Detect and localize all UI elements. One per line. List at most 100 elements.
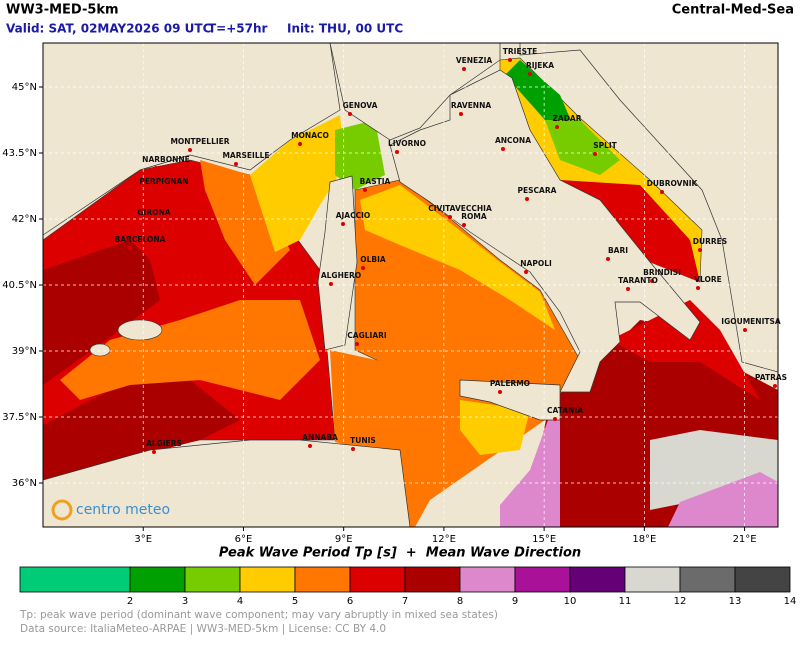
city-label: TRIESTE bbox=[503, 47, 537, 56]
colorbar-tick-label: 3 bbox=[182, 596, 188, 607]
city-dot bbox=[363, 188, 367, 192]
colorbar-segment bbox=[404, 566, 461, 593]
colorbar-tick-label: 9 bbox=[512, 596, 518, 607]
city-label: MARSEILLE bbox=[222, 151, 269, 160]
city-dot bbox=[154, 166, 158, 170]
city-dot bbox=[626, 287, 630, 291]
city-dot bbox=[459, 112, 463, 116]
y-tick-label: 39°N bbox=[12, 346, 37, 357]
x-tick-label: 18°E bbox=[632, 534, 656, 545]
city-dot bbox=[524, 270, 528, 274]
city-label: CATANIA bbox=[547, 406, 583, 415]
x-tick-label: 21°E bbox=[733, 534, 757, 545]
x-tick-label: 12°E bbox=[432, 534, 456, 545]
sea-region bbox=[43, 240, 160, 385]
x-tick-label: 6°E bbox=[235, 534, 253, 545]
colorbar-tick-label: 13 bbox=[729, 596, 742, 607]
sea-region bbox=[460, 400, 530, 455]
colorbar-segment bbox=[19, 566, 131, 593]
city-label: BARI bbox=[608, 246, 628, 255]
y-tick-label: 37.5°N bbox=[2, 412, 37, 423]
city-dot bbox=[553, 417, 557, 421]
city-label: DURRES bbox=[693, 237, 727, 246]
sea-region bbox=[650, 430, 778, 510]
y-tick-label: 43.5°N bbox=[2, 148, 37, 159]
sea-region bbox=[43, 380, 240, 480]
sea-region bbox=[60, 300, 320, 400]
city-label: PALERMO bbox=[490, 379, 530, 388]
colorbar-tick-label: 2 bbox=[127, 596, 133, 607]
city-dot bbox=[308, 444, 312, 448]
colorbar-segment bbox=[679, 566, 736, 593]
city-dot bbox=[128, 246, 132, 250]
colorbar-segment bbox=[514, 566, 571, 593]
city-dot bbox=[593, 152, 597, 156]
city-dot bbox=[773, 384, 777, 388]
colorbar-tick-label: 11 bbox=[619, 596, 632, 607]
colorbar-segment bbox=[734, 566, 791, 593]
y-tick-label: 45°N bbox=[12, 82, 37, 93]
land-mass bbox=[459, 379, 561, 421]
city-label: ANCONA bbox=[495, 136, 531, 145]
map-frame bbox=[42, 42, 779, 528]
colorbar-segment bbox=[239, 566, 296, 593]
city-dot bbox=[660, 190, 664, 194]
footer-note: Tp: peak wave period (dominant wave comp… bbox=[19, 609, 498, 621]
city-dot bbox=[501, 147, 505, 151]
colorbar-segment bbox=[569, 566, 626, 593]
city-dot bbox=[395, 150, 399, 154]
city-dot bbox=[448, 215, 452, 219]
city-dot bbox=[152, 188, 156, 192]
city-dot bbox=[329, 282, 333, 286]
logo-icon bbox=[51, 499, 73, 521]
city-label: VLORE bbox=[694, 275, 722, 284]
city-dot bbox=[152, 450, 156, 454]
city-dot bbox=[298, 142, 302, 146]
city-label: TUNIS bbox=[350, 436, 376, 445]
city-dot bbox=[462, 223, 466, 227]
colorbar-segment bbox=[624, 566, 681, 593]
footer-source: Data source: ItaliaMeteo-ARPAE | WW3-MED… bbox=[20, 623, 386, 635]
city-label: VENEZIA bbox=[456, 56, 493, 65]
city-label: ALGHERO bbox=[321, 271, 361, 280]
colorbar-segment bbox=[294, 566, 351, 593]
city-label: MONTPELLIER bbox=[170, 137, 229, 146]
city-label: RAVENNA bbox=[451, 101, 492, 110]
city-dot bbox=[528, 72, 532, 76]
city-label: RIJEKA bbox=[526, 61, 554, 70]
colorbar-tick-label: 12 bbox=[674, 596, 687, 607]
y-tick-label: 42°N bbox=[12, 214, 37, 225]
land-mass bbox=[43, 43, 341, 236]
sea-region bbox=[360, 185, 555, 330]
colorbar-tick-label: 7 bbox=[402, 596, 408, 607]
colorbar-tick-label: 5 bbox=[292, 596, 298, 607]
city-dot bbox=[743, 328, 747, 332]
city-dot bbox=[606, 257, 610, 261]
city-label: ROMA bbox=[461, 212, 487, 221]
city-label: NAPOLI bbox=[520, 259, 552, 268]
city-label: CAGLIARI bbox=[347, 331, 387, 340]
land-mass bbox=[389, 69, 701, 393]
city-dot bbox=[355, 342, 359, 346]
valid-time: Valid: SAT, 02MAY2026 09 UTC bbox=[6, 22, 212, 36]
y-tick-label: 40.5°N bbox=[2, 280, 37, 291]
region-title: Central-Med-Sea bbox=[672, 3, 794, 18]
colorbar-tick-label: 10 bbox=[564, 596, 577, 607]
sea-region bbox=[668, 472, 778, 527]
city-label: GENOVA bbox=[343, 101, 378, 110]
city-label: PESCARA bbox=[518, 186, 557, 195]
city-dot bbox=[361, 266, 365, 270]
colorbar-tick-label: 6 bbox=[347, 596, 353, 607]
land-mass bbox=[317, 175, 358, 351]
city-label: ZADAR bbox=[552, 114, 581, 123]
city-dot bbox=[351, 447, 355, 451]
x-tick-label: 15°E bbox=[532, 534, 556, 545]
city-label: BASTIA bbox=[360, 177, 391, 186]
city-dot bbox=[234, 162, 238, 166]
model-title: WW3-MED-5km bbox=[6, 3, 119, 18]
sea-region bbox=[545, 120, 620, 175]
sea-region bbox=[610, 300, 760, 400]
city-label: DUBROVNIK bbox=[647, 179, 699, 188]
